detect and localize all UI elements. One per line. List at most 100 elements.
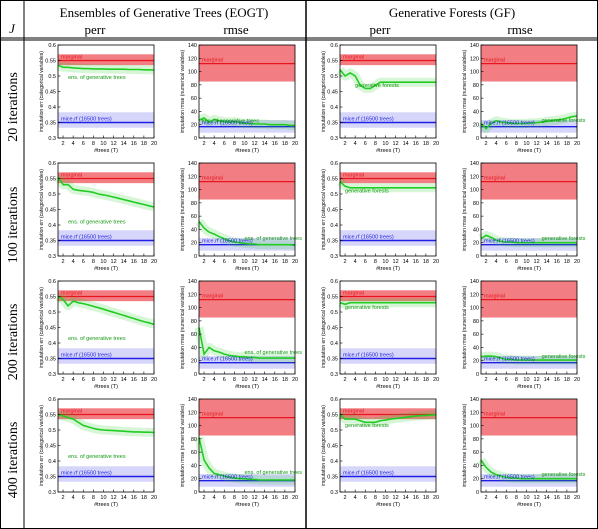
mice-label: mice.rf (16500 trees): [202, 121, 253, 127]
y-axis-label: imputation rmse (numerical variables): [462, 167, 468, 251]
x-axis-label: #trees (T): [376, 384, 400, 390]
x-tick-label: 2: [203, 377, 206, 383]
x-tick-label: 4: [354, 141, 357, 147]
y-tick-label: 0.6: [48, 161, 56, 167]
x-tick-label: 10: [241, 141, 247, 147]
x-tick-label: 14: [121, 141, 127, 147]
col-label-gf-rmse: rmse: [507, 22, 533, 37]
col-label-gf-perr: perr: [370, 22, 392, 37]
x-tick-label: 4: [72, 259, 75, 265]
y-tick-label: 20: [191, 477, 197, 483]
x-tick-label: 10: [241, 377, 247, 383]
y-tick-label: 80: [473, 319, 479, 325]
y-tick-label: 80: [473, 83, 479, 89]
x-tick-label: 2: [344, 141, 347, 147]
row-label-100: 100 iterations: [6, 187, 21, 264]
y-tick-label: 0.55: [327, 295, 338, 301]
x-tick-label: 16: [554, 141, 560, 147]
marginal-band: [58, 54, 154, 66]
marginal-label: marginal: [61, 55, 82, 61]
marginal-band: [340, 290, 436, 302]
method-label: ens. of generative trees: [68, 75, 126, 81]
y-tick-label: 0.6: [330, 161, 338, 167]
y-tick-label: 0: [476, 254, 479, 260]
method-label: generative forests: [542, 118, 586, 124]
x-tick-label: 8: [374, 259, 377, 265]
x-tick-label: 4: [495, 259, 498, 265]
x-tick-label: 14: [544, 141, 550, 147]
x-axis-label: #trees (T): [235, 502, 259, 508]
x-tick-label: 20: [433, 141, 439, 147]
row-label-200: 200 iterations: [6, 304, 21, 381]
plot-frame: [198, 398, 296, 493]
method-line: [480, 355, 577, 361]
y-axis-label: imputation err (categorical variables): [39, 405, 45, 486]
x-tick-label: 2: [344, 495, 347, 501]
panel-1-3: marginal mice.rf (16500 trees) generative …: [462, 161, 586, 272]
method-line: [480, 459, 577, 480]
y-tick-label: 40: [191, 109, 197, 115]
x-tick-label: 12: [393, 495, 399, 501]
y-tick-label: 0.4: [330, 459, 338, 465]
y-tick-label: 0.3: [48, 136, 56, 142]
x-tick-label: 10: [382, 377, 388, 383]
x-tick-label: 4: [495, 141, 498, 147]
x-tick-label: 6: [505, 141, 508, 147]
x-tick-label: 12: [252, 141, 258, 147]
y-tick-label: 100: [188, 70, 197, 76]
y-axis-label: imputation err (categorical variables): [39, 51, 45, 132]
marginal-label: marginal: [61, 173, 82, 179]
x-tick-label: 4: [354, 259, 357, 265]
y-tick-label: 20: [191, 241, 197, 247]
y-tick-label: 0.55: [45, 177, 56, 183]
y-axis-label: imputation err (categorical variables): [321, 51, 327, 132]
method-label: ens. of generative trees: [202, 119, 260, 125]
y-tick-label: 0.45: [327, 444, 338, 450]
x-tick-label: 2: [203, 259, 206, 265]
panel-0-1: marginal mice.rf (16500 trees)ens. of gen…: [180, 43, 298, 154]
method-line: [339, 301, 436, 306]
x-tick-label: 12: [252, 495, 258, 501]
y-tick-label: 120: [470, 292, 479, 298]
y-tick-label: 100: [470, 424, 479, 430]
x-tick-label: 16: [554, 259, 560, 265]
panel-0-2: marginal mice.rf (16500 trees) generative …: [321, 43, 439, 154]
y-tick-label: 0.4: [48, 459, 56, 465]
x-tick-label: 14: [403, 259, 409, 265]
x-tick-label: 10: [100, 141, 106, 147]
y-tick-label: 0.3: [48, 254, 56, 260]
x-tick-label: 16: [554, 377, 560, 383]
y-tick-label: 120: [188, 292, 197, 298]
x-tick-label: 14: [262, 259, 268, 265]
x-tick-label: 2: [344, 377, 347, 383]
x-tick-label: 2: [62, 377, 65, 383]
plot-frame: [480, 398, 578, 493]
y-tick-label: 0: [476, 372, 479, 378]
y-tick-label: 0.4: [48, 105, 56, 111]
x-tick-label: 18: [564, 141, 570, 147]
mice-label: mice.rf (16500 trees): [202, 357, 253, 363]
y-tick-label: 20: [473, 359, 479, 365]
x-axis-label: #trees (T): [94, 384, 118, 390]
x-tick-label: 8: [515, 259, 518, 265]
y-tick-label: 0.3: [48, 372, 56, 378]
mice-label: mice.rf (16500 trees): [61, 353, 112, 359]
y-tick-label: 0.4: [48, 223, 56, 229]
y-tick-label: 0.3: [330, 372, 338, 378]
y-tick-label: 60: [473, 450, 479, 456]
method-label: ens. of generative trees: [244, 470, 302, 476]
y-tick-label: 0.3: [330, 490, 338, 496]
y-axis-label: imputation err (categorical variables): [321, 405, 327, 486]
x-tick-label: 6: [223, 259, 226, 265]
y-tick-label: 80: [191, 319, 197, 325]
x-axis-label: #trees (T): [235, 266, 259, 272]
x-tick-label: 8: [515, 495, 518, 501]
method-label: ens. of generative trees: [68, 454, 126, 460]
x-tick-label: 20: [151, 495, 157, 501]
x-tick-label: 12: [111, 141, 117, 147]
x-tick-label: 10: [382, 259, 388, 265]
y-tick-label: 40: [473, 109, 479, 115]
x-tick-label: 14: [544, 495, 550, 501]
x-axis-label: #trees (T): [94, 148, 118, 154]
y-tick-label: 0: [194, 136, 197, 142]
